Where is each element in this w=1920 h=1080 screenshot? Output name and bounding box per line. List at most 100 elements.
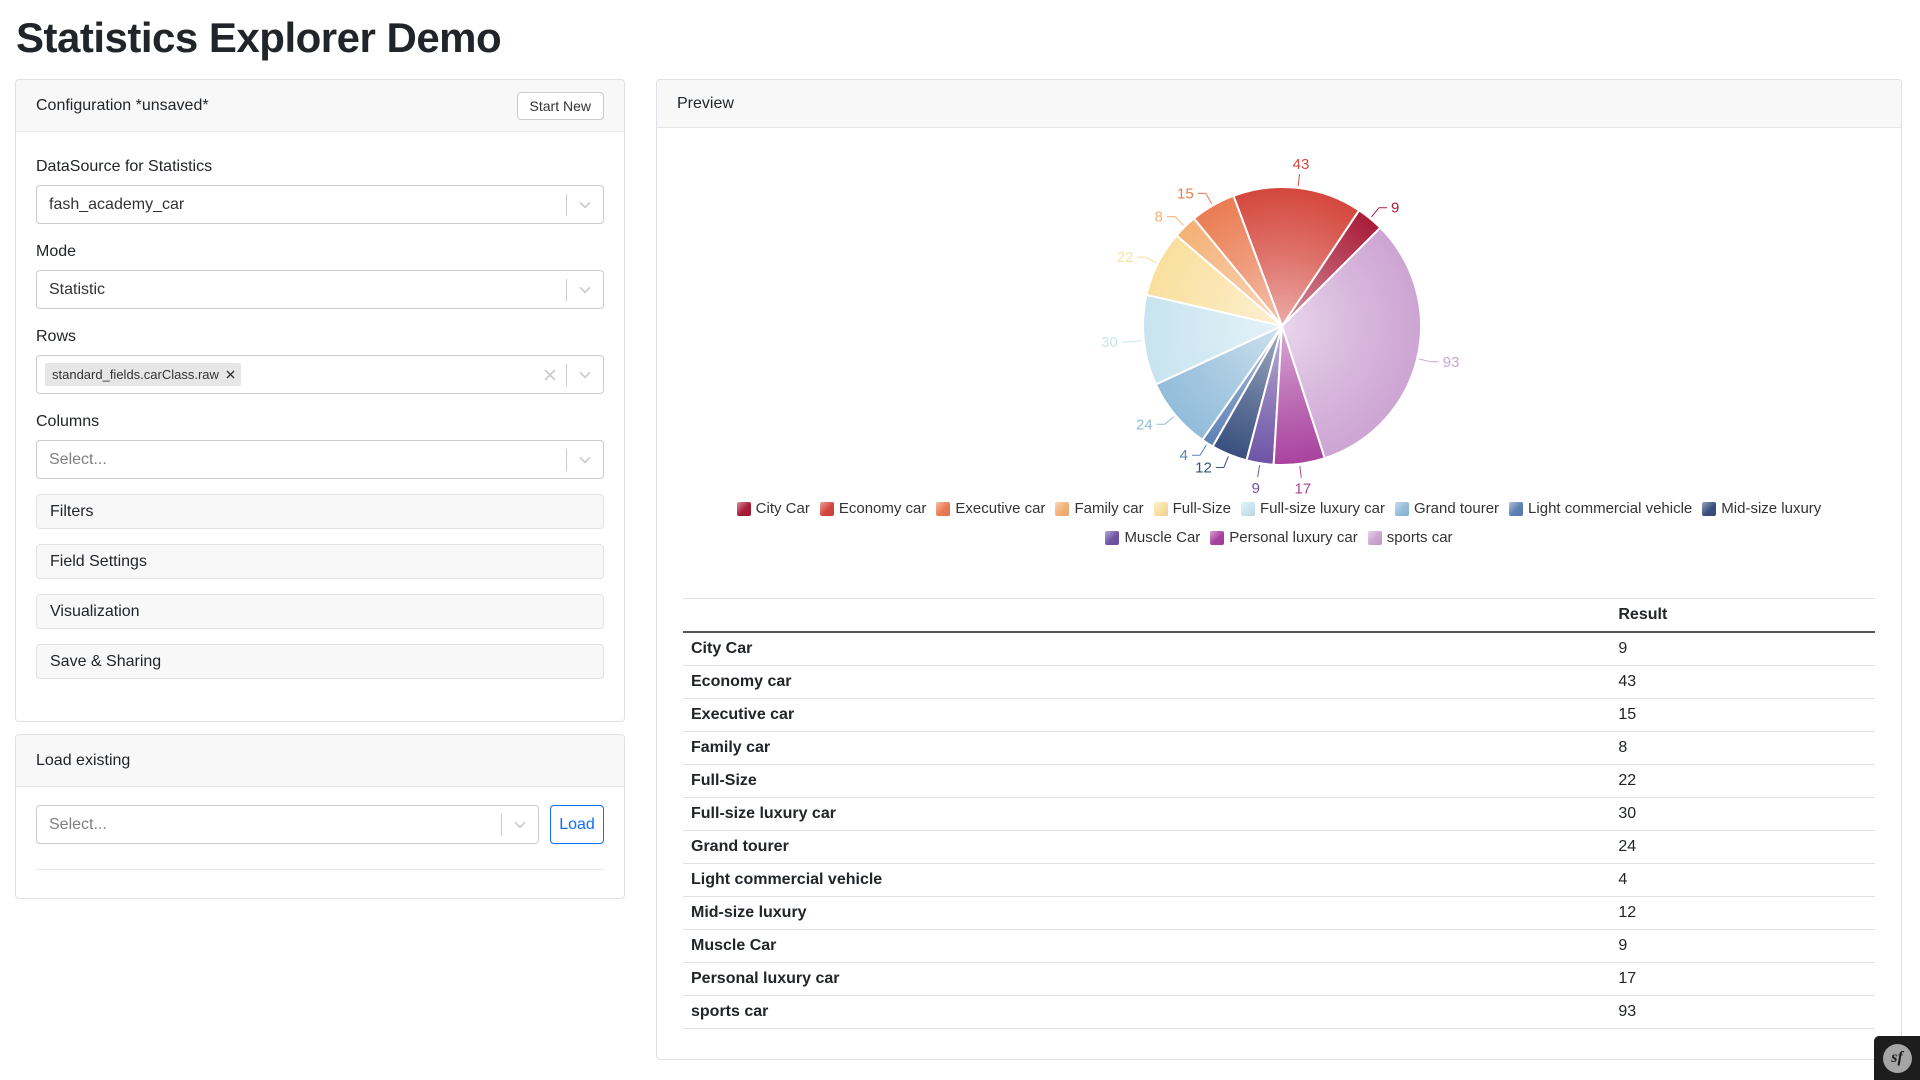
legend-item-light-commercial-vehicle[interactable]: Light commercial vehicle <box>1504 500 1697 517</box>
legend-label: Muscle Car <box>1124 529 1201 546</box>
select-separator <box>566 193 567 216</box>
clear-all-icon[interactable] <box>534 368 566 382</box>
chevron-down-icon[interactable] <box>567 281 603 299</box>
legend-item-full-size-luxury-car[interactable]: Full-size luxury car <box>1236 500 1390 517</box>
mode-select[interactable]: Statistic <box>36 270 604 309</box>
divider <box>36 869 604 870</box>
legend-item-personal-luxury-car[interactable]: Personal luxury car <box>1205 529 1362 546</box>
load-button[interactable]: Load <box>550 805 604 844</box>
row-value: 9 <box>1610 929 1875 963</box>
row-value: 8 <box>1610 731 1875 765</box>
table-row: Light commercial vehicle 4 <box>683 863 1875 897</box>
columns-label: Columns <box>36 413 100 430</box>
legend-item-city-car[interactable]: City Car <box>732 500 815 517</box>
section-filters[interactable]: Filters <box>36 494 604 529</box>
table-row: Muscle Car 9 <box>683 929 1875 963</box>
row-value: 43 <box>1610 665 1875 699</box>
legend-label: Family car <box>1074 500 1144 517</box>
legend-item-full-size[interactable]: Full-Size <box>1149 500 1236 517</box>
row-label: sports car <box>683 995 1611 1029</box>
pie-value-label: 30 <box>1101 334 1118 351</box>
legend-item-grand-tourer[interactable]: Grand tourer <box>1390 500 1504 517</box>
legend-label: City Car <box>755 500 810 517</box>
chevron-down-icon[interactable] <box>502 816 538 834</box>
legend-item-muscle-car[interactable]: Muscle Car <box>1100 529 1205 546</box>
legend-item-executive-car[interactable]: Executive car <box>931 500 1050 517</box>
legend-swatch <box>1367 530 1382 545</box>
label-line <box>1371 207 1387 218</box>
pie-value-label: 22 <box>1117 249 1134 266</box>
rows-multiselect[interactable]: standard_fields.carClass.raw <box>36 355 604 394</box>
row-value: 15 <box>1610 698 1875 732</box>
chevron-down-icon[interactable] <box>567 366 603 384</box>
legend-swatch <box>1210 530 1225 545</box>
table-header-row: Result <box>683 598 1875 633</box>
select-separator <box>501 813 502 836</box>
label-line <box>1167 216 1184 226</box>
category-header-cell <box>683 598 1611 633</box>
legend-item-family-car[interactable]: Family car <box>1050 500 1148 517</box>
pie-chart: 9 43 15 8 22 30 24 4 12 9 17 93 <box>1101 156 1460 498</box>
legend-label: sports car <box>1386 529 1453 546</box>
preview-panel: Preview 9 43 15 8 22 30 24 4 12 9 17 93 City Car Eco… <box>656 79 1902 1060</box>
rows-label: Rows <box>36 328 77 345</box>
legend-item-mid-size-luxury[interactable]: Mid-size luxury <box>1697 500 1826 517</box>
chevron-down-icon[interactable] <box>567 196 603 214</box>
datasource-select[interactable]: fash_academy_car <box>36 185 604 224</box>
section-field-settings[interactable]: Field Settings <box>36 544 604 579</box>
configuration-header: Configuration *unsaved* Start New <box>16 80 624 132</box>
row-value: 24 <box>1610 830 1875 864</box>
legend-swatch <box>1153 501 1168 516</box>
preview-header: Preview <box>657 80 1901 128</box>
pie-value-label: 17 <box>1294 481 1311 498</box>
pie-value-label: 9 <box>1252 480 1260 497</box>
label-line <box>1192 444 1207 456</box>
select-separator <box>566 278 567 301</box>
symfony-profiler-toggle[interactable]: sf <box>1874 1036 1920 1080</box>
legend-label: Grand tourer <box>1414 500 1500 517</box>
legend-swatch <box>936 501 951 516</box>
legend-item-economy-car[interactable]: Economy car <box>815 500 932 517</box>
row-value: 12 <box>1610 896 1875 930</box>
mode-label: Mode <box>36 243 77 260</box>
row-value: 30 <box>1610 797 1875 831</box>
preview-body: 9 43 15 8 22 30 24 4 12 9 17 93 City Car Economy car… <box>657 128 1901 1059</box>
table-row: Mid-size luxury 12 <box>683 896 1875 930</box>
label-line <box>1215 456 1229 468</box>
row-label: Grand tourer <box>683 830 1611 864</box>
row-value: 93 <box>1610 995 1875 1029</box>
load-existing-panel: Load existing Select... Load <box>15 734 625 899</box>
label-line <box>1299 465 1302 478</box>
legend-label: Light commercial vehicle <box>1528 500 1693 517</box>
row-label: Economy car <box>683 665 1611 699</box>
label-line <box>1121 340 1142 343</box>
pie-value-label: 9 <box>1391 200 1399 217</box>
pie-value-label: 15 <box>1177 185 1194 202</box>
tag-remove-icon[interactable] <box>222 366 241 383</box>
section-save-sharing[interactable]: Save & Sharing <box>36 644 604 679</box>
table-row: Family car 8 <box>683 731 1875 765</box>
load-select[interactable]: Select... <box>36 805 539 844</box>
row-value: 17 <box>1610 962 1875 996</box>
table-row: Full-Size 22 <box>683 764 1875 798</box>
section-visualization[interactable]: Visualization <box>36 594 604 629</box>
result-table: Result City Car 9 Economy car 43 Executive c… <box>683 598 1875 1029</box>
right-column: Preview 9 43 15 8 22 30 24 4 12 9 17 93 City Car Eco… <box>656 79 1902 1060</box>
label-line <box>1257 465 1261 478</box>
row-label: Light commercial vehicle <box>683 863 1611 897</box>
label-line <box>1197 192 1213 205</box>
pie-value-label: 43 <box>1293 156 1310 173</box>
pie-value-label: 93 <box>1443 354 1460 371</box>
start-new-button[interactable]: Start New <box>516 91 604 120</box>
row-value: 4 <box>1610 863 1875 897</box>
row-label: Full-Size <box>683 764 1611 798</box>
legend-swatch <box>1509 501 1524 516</box>
legend-item-sports-car[interactable]: sports car <box>1363 529 1458 546</box>
columns-select[interactable]: Select... <box>36 440 604 479</box>
chevron-down-icon[interactable] <box>567 451 603 469</box>
pie-value-label: 12 <box>1195 460 1212 477</box>
legend-label: Full-size luxury car <box>1259 500 1385 517</box>
legend-swatch <box>1240 501 1255 516</box>
legend-swatch <box>736 501 751 516</box>
configuration-body: DataSource for Statistics fash_academy_c… <box>16 132 624 721</box>
